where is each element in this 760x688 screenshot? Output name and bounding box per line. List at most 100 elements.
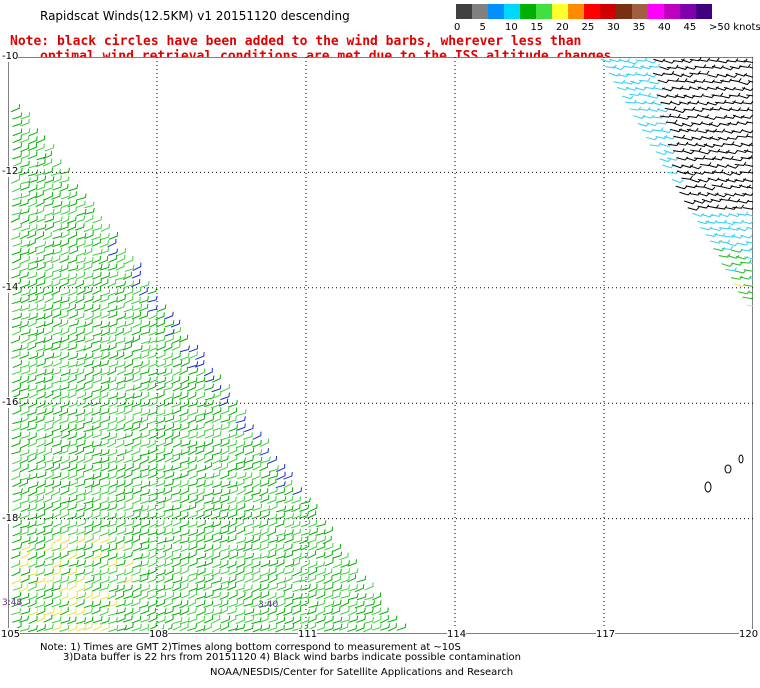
wind-barb — [76, 248, 87, 257]
wind-barb — [139, 606, 150, 615]
wind-barb — [115, 351, 125, 360]
wind-barb — [26, 230, 37, 239]
wind-barb — [228, 591, 238, 600]
wind-barb — [10, 214, 20, 223]
wind-barb — [12, 494, 22, 503]
wind-barb — [187, 400, 199, 407]
wind-barb — [195, 600, 206, 608]
wind-barb — [322, 608, 334, 616]
wind-barb — [20, 550, 30, 559]
wind-barb — [275, 488, 286, 496]
wind-barb — [259, 535, 270, 544]
wind-barb — [259, 527, 269, 536]
scale-tick-label: 25 — [581, 22, 595, 33]
wind-barb — [50, 168, 61, 177]
wind-barb — [147, 446, 158, 455]
wind-barb — [663, 59, 676, 64]
wind-barb — [20, 112, 31, 120]
wind-barb — [28, 295, 38, 303]
wind-barb — [645, 73, 658, 78]
wind-barb — [275, 616, 286, 625]
wind-barb — [28, 176, 39, 184]
wind-barb — [220, 615, 231, 624]
wind-barb — [115, 559, 126, 567]
wind-barb — [27, 288, 38, 297]
wind-barb — [179, 366, 188, 376]
wind-barb — [147, 305, 158, 312]
wind-barb — [148, 558, 158, 568]
wind-barb — [139, 543, 150, 551]
wind-barb — [347, 559, 358, 567]
wind-barb — [99, 496, 109, 505]
wind-barb — [140, 470, 150, 479]
wind-barb — [267, 607, 277, 616]
wind-barb — [643, 100, 656, 105]
wind-barb — [44, 294, 54, 303]
wind-barb — [742, 87, 753, 92]
scale-segment — [648, 4, 665, 19]
wind-barb — [243, 567, 254, 576]
wind-barb — [163, 505, 174, 512]
wind-barb — [19, 528, 29, 536]
wind-barb — [299, 599, 310, 607]
wind-barb — [148, 536, 159, 544]
wind-barb — [68, 231, 78, 240]
wind-barb — [219, 622, 230, 631]
wind-barb — [36, 391, 46, 400]
wind-barb — [227, 575, 237, 584]
wind-barb — [84, 352, 94, 361]
wind-barb — [92, 464, 103, 472]
wind-barb — [124, 559, 134, 568]
longitude-label: 120 — [739, 629, 759, 640]
wind-barb — [27, 454, 37, 463]
scale-segment — [552, 4, 569, 19]
wind-barb — [147, 566, 157, 576]
wind-barb — [92, 263, 103, 272]
wind-barb — [156, 616, 166, 624]
wind-barb — [43, 271, 54, 280]
wind-barb — [323, 526, 333, 535]
wind-barb — [26, 423, 38, 431]
wind-barb — [139, 296, 149, 304]
wind-barb — [347, 600, 358, 608]
wind-barb — [132, 583, 142, 593]
wind-barb — [387, 615, 398, 623]
wind-barb — [179, 623, 189, 632]
wind-barb — [234, 448, 245, 457]
wind-barb — [83, 600, 94, 609]
wind-barb — [171, 400, 182, 408]
wind-barb — [130, 423, 141, 432]
wind-barb — [738, 94, 751, 99]
wind-barb — [124, 607, 134, 616]
wind-barb — [204, 454, 214, 464]
wind-barb — [27, 552, 38, 561]
wind-barb — [131, 512, 141, 520]
wind-barb — [362, 624, 373, 633]
wind-barb — [236, 409, 247, 417]
wind-barb — [27, 279, 38, 288]
wind-barb — [122, 342, 133, 351]
wind-barb — [91, 398, 101, 407]
wind-barb — [203, 535, 214, 543]
wind-barb — [670, 101, 683, 106]
wind-barb — [52, 296, 63, 304]
wind-barb — [671, 164, 684, 169]
wind-barb — [236, 423, 246, 431]
wind-barb — [36, 384, 46, 393]
wind-barb — [60, 230, 70, 239]
wind-barb — [251, 560, 261, 569]
wind-barb — [107, 456, 118, 464]
wind-barb — [307, 542, 318, 551]
wind-barb — [59, 607, 69, 616]
wind-barb — [52, 608, 62, 617]
wind-barb — [115, 495, 126, 503]
wind-barb — [356, 575, 367, 583]
wind-barb — [196, 592, 207, 600]
wind-barb — [195, 414, 206, 423]
wind-barb — [672, 148, 685, 153]
wind-barb — [100, 520, 111, 528]
wind-barb — [28, 448, 38, 457]
wind-barb — [43, 280, 53, 289]
wind-barb — [131, 279, 141, 288]
wind-barb — [219, 471, 230, 480]
